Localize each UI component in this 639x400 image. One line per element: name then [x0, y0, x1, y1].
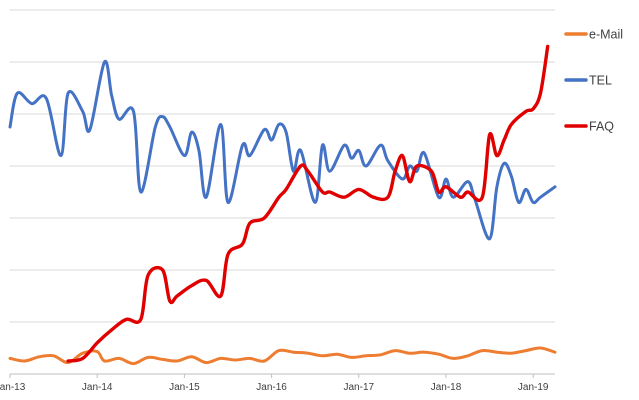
x-tick-label: Jan-19 — [518, 382, 549, 393]
gridlines — [10, 9, 555, 323]
series-line-tel — [8, 59, 557, 241]
legend-label-e-mail: e-Mail — [589, 28, 623, 42]
series-lines — [8, 44, 557, 366]
x-tick-label: Jan-18 — [431, 382, 462, 393]
series-line-faq — [66, 44, 550, 363]
x-tick-label: Jan-14 — [82, 382, 113, 393]
x-tick-label: Jan-17 — [344, 382, 375, 393]
x-axis: Jan-13 Jan-14 Jan-15 Jan-16 Jan-17 Jan-18 Jan-… — [0, 373, 555, 393]
x-tick-label: Jan-15 — [169, 382, 200, 393]
legend-label-faq: FAQ — [589, 120, 614, 134]
x-tick-label: Jan-13 — [0, 382, 26, 393]
x-tick-label: Jan-16 — [256, 382, 287, 393]
series-line-e-mail — [8, 346, 557, 366]
legend: e-Mail TEL FAQ — [564, 28, 623, 134]
legend-label-tel: TEL — [589, 74, 612, 88]
